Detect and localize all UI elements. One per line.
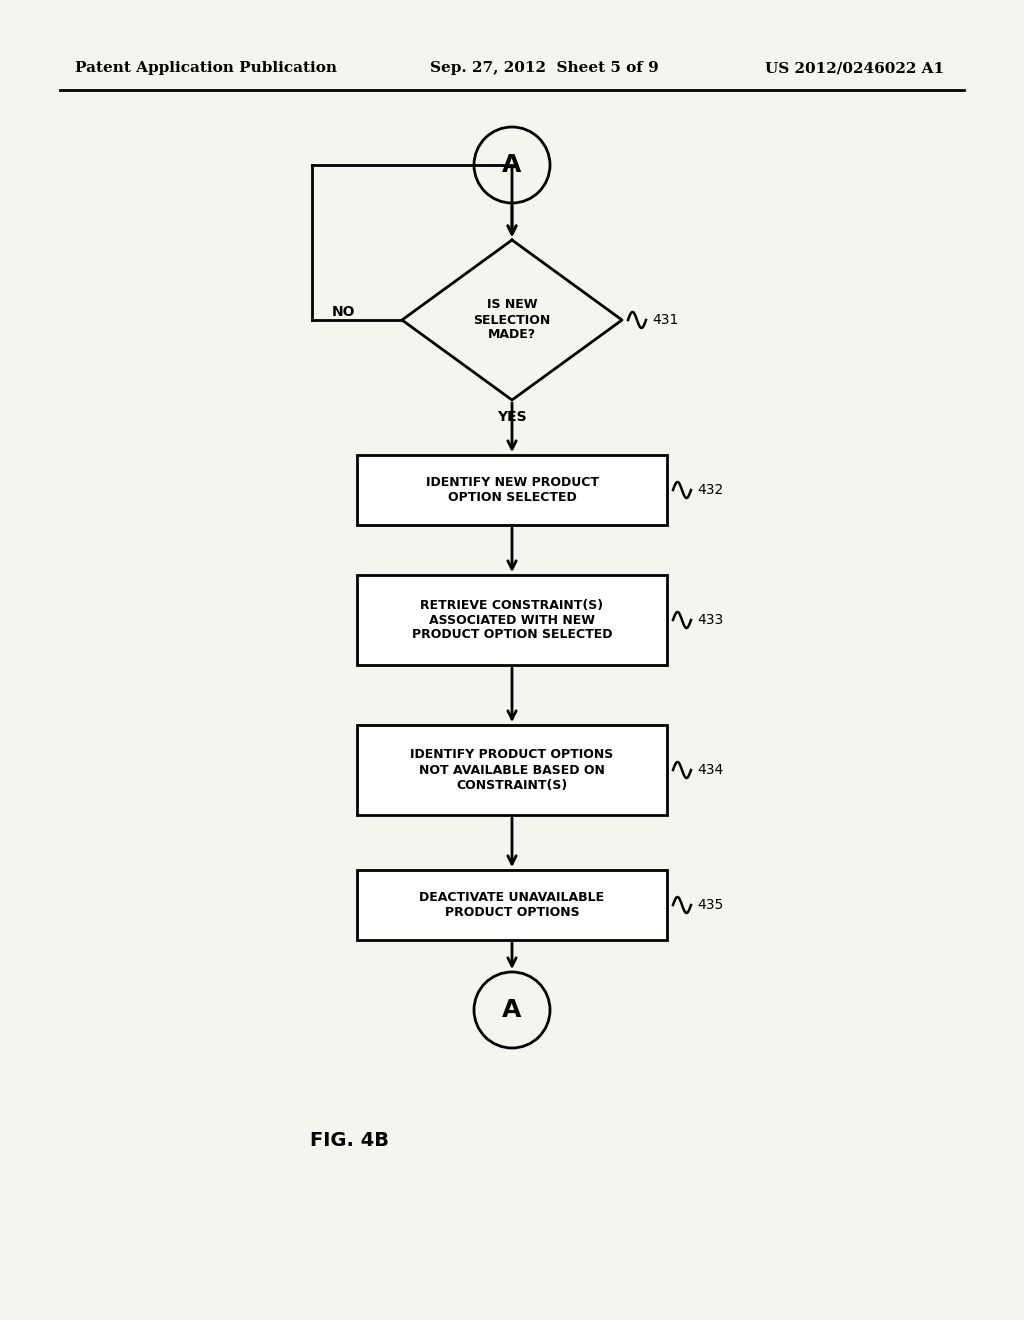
Text: DEACTIVATE UNAVAILABLE
PRODUCT OPTIONS: DEACTIVATE UNAVAILABLE PRODUCT OPTIONS — [420, 891, 604, 919]
Text: YES: YES — [498, 411, 526, 424]
Bar — [357, 576, 667, 665]
Text: IDENTIFY PRODUCT OPTIONS
NOT AVAILABLE BASED ON
CONSTRAINT(S): IDENTIFY PRODUCT OPTIONS NOT AVAILABLE B… — [411, 748, 613, 792]
Text: 435: 435 — [697, 898, 723, 912]
Text: IS NEW
SELECTION
MADE?: IS NEW SELECTION MADE? — [473, 298, 551, 342]
Bar — [357, 725, 667, 814]
Text: 431: 431 — [652, 313, 678, 327]
Text: US 2012/0246022 A1: US 2012/0246022 A1 — [765, 61, 944, 75]
Text: Patent Application Publication: Patent Application Publication — [75, 61, 337, 75]
Text: Sep. 27, 2012  Sheet 5 of 9: Sep. 27, 2012 Sheet 5 of 9 — [430, 61, 658, 75]
Text: 434: 434 — [697, 763, 723, 777]
Text: FIG. 4B: FIG. 4B — [310, 1130, 389, 1150]
Text: 432: 432 — [697, 483, 723, 498]
Text: 433: 433 — [697, 612, 723, 627]
Text: A: A — [503, 998, 521, 1022]
Text: IDENTIFY NEW PRODUCT
OPTION SELECTED: IDENTIFY NEW PRODUCT OPTION SELECTED — [426, 477, 598, 504]
Text: A: A — [503, 153, 521, 177]
Bar — [357, 455, 667, 525]
Text: RETRIEVE CONSTRAINT(S)
ASSOCIATED WITH NEW
PRODUCT OPTION SELECTED: RETRIEVE CONSTRAINT(S) ASSOCIATED WITH N… — [412, 598, 612, 642]
Text: NO: NO — [332, 305, 355, 319]
Bar — [357, 870, 667, 940]
